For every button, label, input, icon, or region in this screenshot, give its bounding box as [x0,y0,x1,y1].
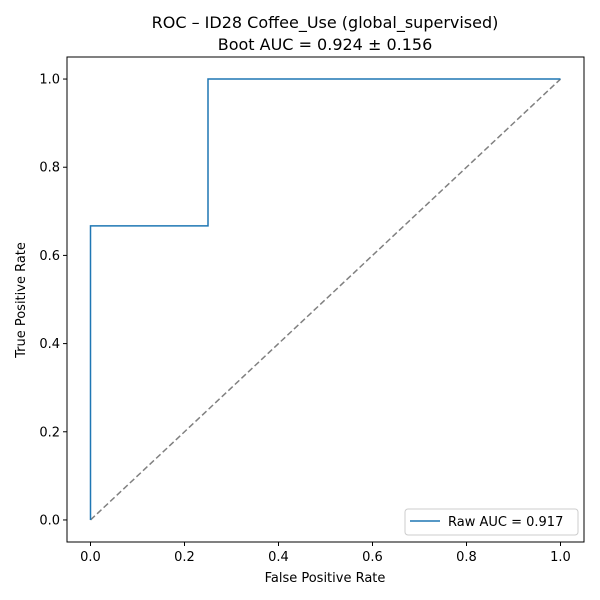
y-axis-label: True Positive Rate [14,242,29,359]
y-axis-ticks: 0.0 0.2 0.4 0.6 0.8 1.0 [39,73,67,528]
y-tick-label: 0.0 [39,513,60,528]
x-tick-label: 0.2 [174,550,195,565]
legend: Raw AUC = 0.917 [404,508,579,536]
roc-curve-line [89,78,561,520]
legend-box [404,508,579,536]
x-tick-label: 0.0 [80,550,101,565]
chance-diagonal-line [89,78,562,521]
y-tick-label: 0.4 [39,337,60,352]
x-tick-label: 0.6 [362,550,383,565]
legend-label: Raw AUC = 0.917 [448,515,563,530]
y-tick-label: 1.0 [39,73,60,88]
chart-subtitle: Boot AUC = 0.924 ± 0.156 [218,35,433,54]
y-tick-label: 0.6 [39,249,60,264]
x-axis-ticks: 0.0 0.2 0.4 0.6 0.8 1.0 [80,542,571,565]
series-layer [89,78,562,521]
x-axis-label: False Positive Rate [265,571,386,586]
x-tick-label: 1.0 [550,550,571,565]
plot-area [66,56,585,543]
plot-frame [66,56,585,543]
x-tick-label: 0.4 [268,550,289,565]
y-tick-label: 0.2 [39,425,60,440]
chart-title: ROC – ID28 Coffee_Use (global_supervised… [152,13,499,33]
y-tick-label: 0.8 [39,161,60,176]
x-tick-label: 0.8 [456,550,477,565]
